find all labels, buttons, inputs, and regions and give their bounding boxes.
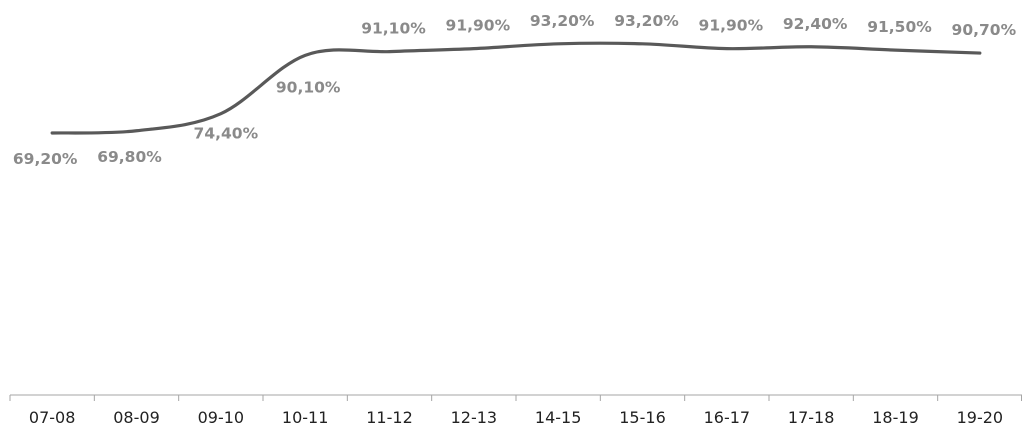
series-line bbox=[50, 41, 982, 135]
x-tick-label: 18-19 bbox=[872, 408, 919, 427]
x-tick-label: 11-12 bbox=[366, 408, 413, 427]
data-label: 91,90% bbox=[699, 17, 764, 35]
data-label: 69,80% bbox=[97, 148, 162, 166]
x-tick-label: 07-08 bbox=[29, 408, 76, 427]
data-label: 93,20% bbox=[614, 12, 679, 30]
x-axis bbox=[9, 394, 1022, 401]
data-label: 91,50% bbox=[867, 18, 932, 36]
data-label: 93,20% bbox=[530, 12, 595, 30]
x-tick-labels: 07-08 08-09 09-10 10-11 11-12 12-13 14-15 15-16… bbox=[29, 408, 1003, 427]
x-tick-label: 14-15 bbox=[535, 408, 582, 427]
data-label: 91,90% bbox=[446, 17, 511, 35]
data-label: 91,10% bbox=[361, 20, 426, 38]
x-tick-label: 09-10 bbox=[198, 408, 245, 427]
x-tick-label: 15-16 bbox=[619, 408, 666, 427]
x-tick-label: 10-11 bbox=[282, 408, 329, 427]
data-label: 90,10% bbox=[276, 78, 341, 96]
data-labels: 69,20% 69,80% 74,40% 90,10% 91,10% 91,90% 93,2… bbox=[13, 12, 1017, 168]
x-tick-label: 08-09 bbox=[113, 408, 160, 427]
series-line-group bbox=[50, 41, 982, 135]
x-tick-label: 12-13 bbox=[451, 408, 498, 427]
x-tick-label: 19-20 bbox=[957, 408, 1004, 427]
data-label: 69,20% bbox=[13, 150, 78, 168]
x-tick-label: 16-17 bbox=[704, 408, 751, 427]
data-label: 92,40% bbox=[783, 15, 848, 33]
data-label: 90,70% bbox=[952, 21, 1017, 39]
x-tick-label: 17-18 bbox=[788, 408, 835, 427]
data-label: 74,40% bbox=[194, 125, 259, 143]
